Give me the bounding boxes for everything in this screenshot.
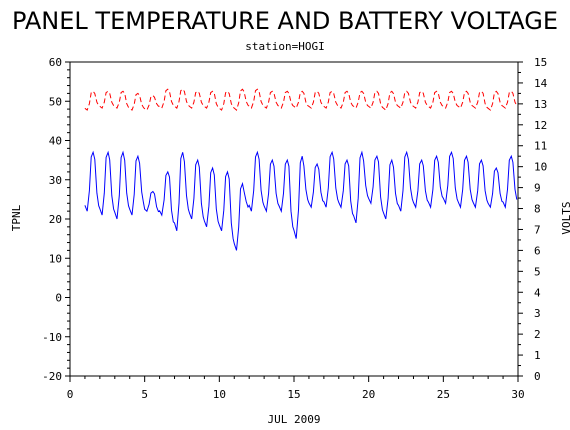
right-tick-label: 15 (534, 56, 547, 69)
right-tick-label: 11 (534, 140, 547, 153)
series-layer (84, 88, 518, 251)
left-tick-label: -20 (42, 370, 62, 383)
left-tick-label: 10 (49, 252, 62, 265)
x-tick-label: 25 (437, 388, 450, 401)
left-tick-label: 0 (55, 292, 62, 305)
right-tick-label: 14 (534, 77, 548, 90)
chart-title: PANEL TEMPERATURE AND BATTERY VOLTAGE (12, 7, 558, 35)
battery-voltage-line (84, 88, 518, 112)
right-tick-label: 13 (534, 98, 547, 111)
right-tick-label: 10 (534, 161, 547, 174)
left-tick-label: 30 (49, 174, 62, 187)
right-tick-label: 8 (534, 203, 541, 216)
right-tick-label: 6 (534, 244, 541, 257)
right-tick-label: 9 (534, 182, 541, 195)
panel-temperature-line (84, 150, 518, 251)
right-tick-label: 3 (534, 307, 541, 320)
x-tick-label: 20 (362, 388, 375, 401)
y-axis-right-label: VOLTS (560, 201, 570, 234)
x-tick-label: 15 (287, 388, 300, 401)
x-tick-label: 30 (511, 388, 524, 401)
x-tick-label: 0 (67, 388, 74, 401)
left-tick-label: 20 (49, 213, 62, 226)
right-tick-label: 12 (534, 119, 547, 132)
x-axis: 0 5 10 15 20 25 30 (67, 376, 525, 401)
left-y-axis: -20 -10 0 10 20 30 40 50 60 (42, 56, 70, 383)
right-tick-label: 1 (534, 349, 541, 362)
left-tick-label: -10 (42, 331, 62, 344)
right-tick-label: 2 (534, 328, 541, 341)
left-tick-label: 50 (49, 95, 62, 108)
chart-subtitle: station=HOGI (245, 40, 324, 53)
x-axis-label: JUL 2009 (268, 413, 321, 426)
left-tick-label: 60 (49, 56, 62, 69)
y-axis-left-label: TPNL (10, 204, 23, 231)
left-tick-label: 40 (49, 135, 62, 148)
x-tick-label: 10 (213, 388, 226, 401)
right-tick-label: 7 (534, 223, 541, 236)
right-tick-label: 4 (534, 286, 541, 299)
plot-frame (69, 61, 519, 377)
x-tick-label: 5 (141, 388, 148, 401)
right-tick-label: 5 (534, 265, 541, 278)
right-tick-label: 0 (534, 370, 541, 383)
